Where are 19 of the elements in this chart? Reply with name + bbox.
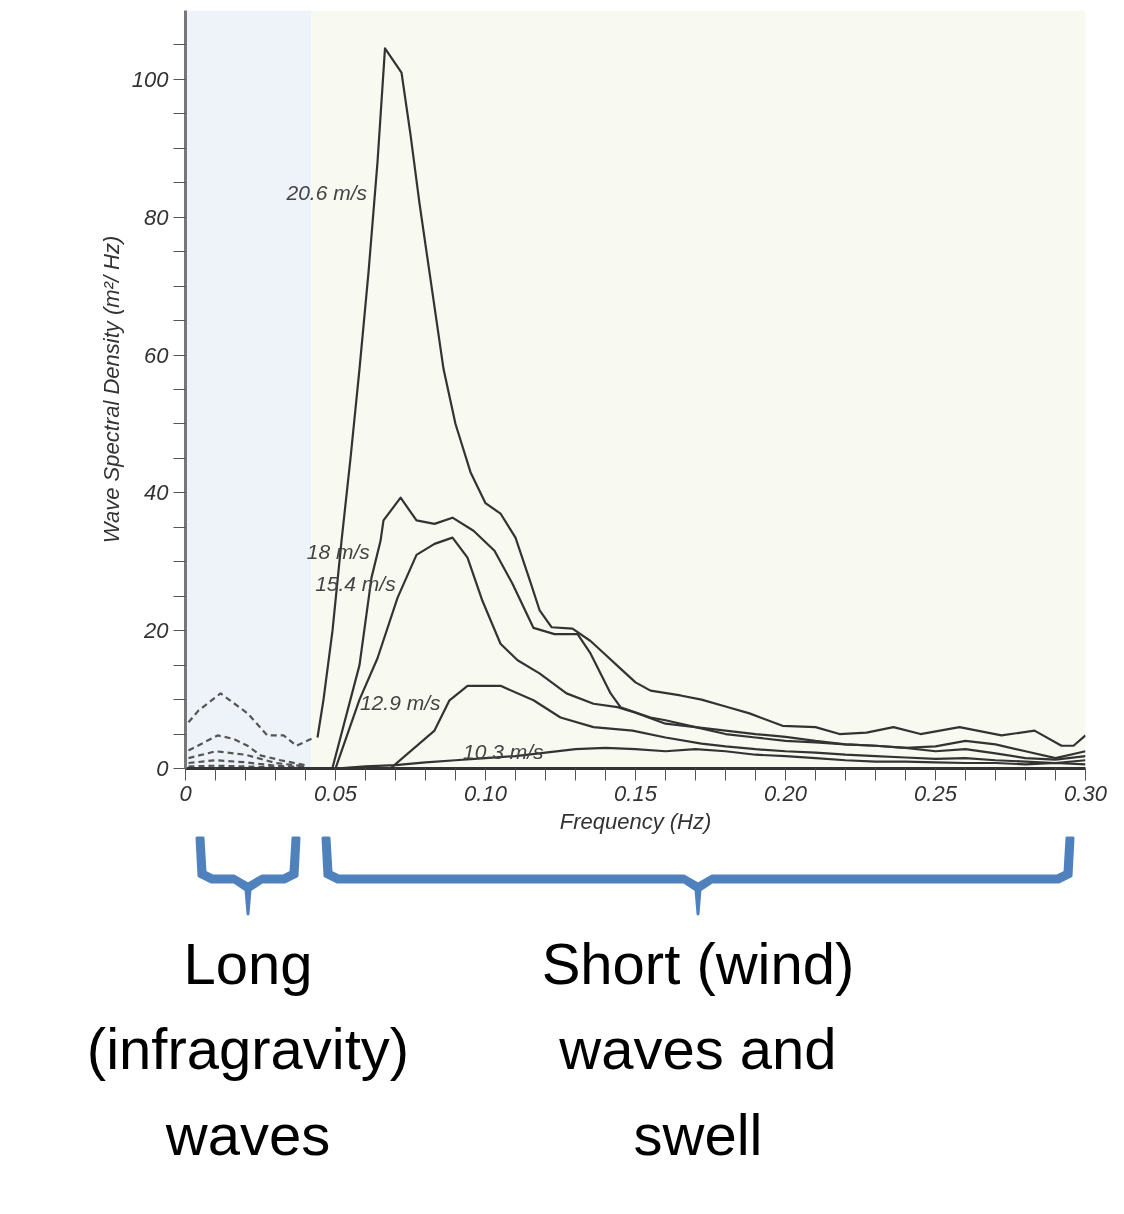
x-tick-label: 0 (179, 780, 193, 806)
x-tick-label: 0.25 (914, 780, 958, 806)
x-axis-title: Frequency (Hz) (559, 808, 712, 834)
x-tick-label: 0.20 (764, 780, 808, 806)
text: Long (infragravity) waves (85, 930, 411, 1169)
y-tick-label: 80 (144, 204, 170, 230)
y-tick-label: 20 (143, 618, 170, 644)
x-tick-label: 0.30 (1064, 780, 1108, 806)
y-tick-label: 40 (144, 480, 170, 506)
x-tick-label: 0.10 (464, 780, 508, 806)
x-tick-label: 0.05 (314, 780, 358, 806)
series-label: 12.9 m/s (359, 690, 441, 714)
series-label: 20.6 m/s (285, 180, 368, 204)
y-tick-label: 0 (156, 756, 170, 781)
y-tick-label: 100 (131, 66, 170, 92)
y-axis-title: Wave Spectral Density (m²/ Hz) (98, 235, 124, 544)
y-tick-label: 60 (144, 342, 170, 368)
x-tick-label: 0.15 (614, 780, 658, 806)
text: Short (wind) waves and swell (540, 930, 856, 1169)
